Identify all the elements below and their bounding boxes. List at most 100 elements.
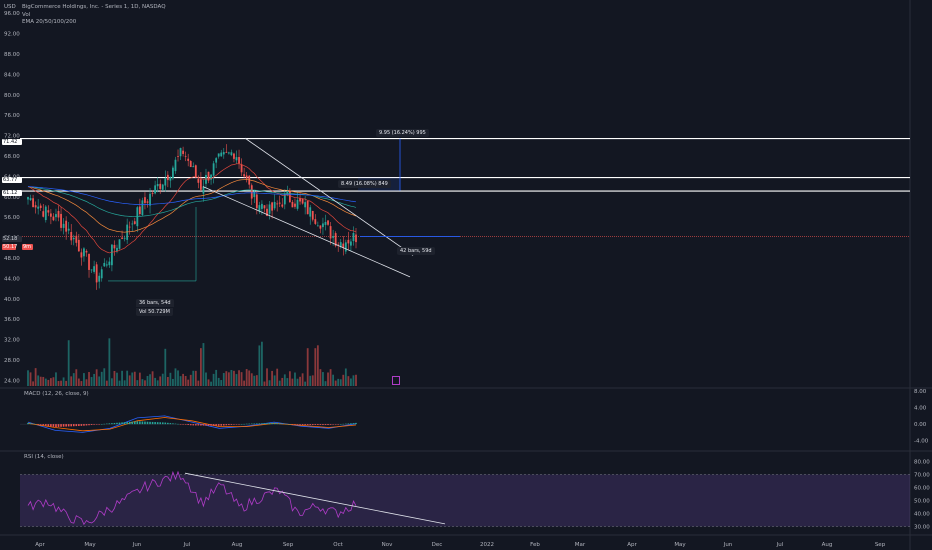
candle-body xyxy=(291,201,294,208)
volume-bar xyxy=(286,378,289,386)
macd-hist-bar xyxy=(42,424,45,426)
macd-hist-bar xyxy=(95,424,98,425)
candle-body xyxy=(42,211,45,217)
volume-bar xyxy=(314,348,317,386)
volume-bar xyxy=(250,373,253,386)
measure-note-5[interactable]: Vol 50.729M xyxy=(136,308,173,316)
candle-body xyxy=(263,205,266,209)
candle-body xyxy=(65,220,68,232)
wedge-upper-line xyxy=(244,137,414,256)
candle-body xyxy=(271,202,273,211)
macd-hist-bar xyxy=(352,423,355,425)
macd-hist-bar xyxy=(88,424,90,426)
candle-body xyxy=(83,248,85,257)
measure-note-3[interactable]: 42 bars, 59d xyxy=(397,247,435,255)
measure-note-4[interactable]: 36 bars, 54d xyxy=(136,299,174,307)
candle-body xyxy=(149,193,151,206)
macd-hist-bar xyxy=(111,423,113,425)
volume-bar xyxy=(248,370,251,386)
volume-bar xyxy=(146,375,149,386)
y-tick-label-8: 56.00 xyxy=(4,215,20,221)
macd-hist-bar xyxy=(98,424,100,425)
macd-hist-bar xyxy=(187,424,189,425)
macd-hist-bar xyxy=(278,423,281,425)
volume-bar xyxy=(57,381,60,386)
volume-bar xyxy=(156,380,159,386)
volume-bar xyxy=(230,370,233,386)
macd-hist-bar xyxy=(136,421,139,425)
rsi-trendline xyxy=(184,472,446,525)
symbol-title[interactable]: BigCommerce Holdings, Inc. - Series 1, 1… xyxy=(22,4,166,10)
rsi-title[interactable]: RSI (14, close) xyxy=(24,454,64,460)
y-tick-label-2: 32.00 xyxy=(4,338,20,344)
x-tick-label-12: Apr xyxy=(627,542,637,548)
candle-body xyxy=(225,151,228,153)
candle-body xyxy=(62,223,65,228)
price-tag-61: 61.12 xyxy=(2,190,22,196)
pine-marker-icon[interactable] xyxy=(392,376,400,385)
candle-body xyxy=(182,150,185,154)
macd-hist-bar xyxy=(319,424,322,425)
macd-hist-bar xyxy=(83,424,85,426)
candle-body xyxy=(105,264,108,266)
candle-body xyxy=(138,206,141,215)
candle-body xyxy=(52,216,55,221)
volume-bar xyxy=(306,348,309,386)
macd-hist-bar xyxy=(311,424,314,425)
volume-bar xyxy=(93,373,96,386)
candle-body xyxy=(309,207,312,217)
volume-bar xyxy=(83,373,85,386)
volume-bar xyxy=(187,379,190,386)
volume-bar xyxy=(95,369,98,386)
y-tick-label-15: 84.00 xyxy=(4,72,20,78)
macd-hist-bar xyxy=(263,423,266,425)
candle-body xyxy=(329,226,332,239)
vol-indicator-label[interactable]: Vol xyxy=(22,11,31,18)
macd-tick-3: -4.00 xyxy=(914,439,929,445)
y-tick-label-16: 88.00 xyxy=(4,52,20,58)
macd-hist-bar xyxy=(266,423,268,425)
volume-bar xyxy=(309,375,312,386)
candle-body xyxy=(111,244,113,266)
candle-body xyxy=(278,202,281,204)
volume-bar xyxy=(37,375,40,386)
volume-bar xyxy=(273,375,276,386)
macd-hist-bar xyxy=(256,423,258,425)
volume-bar xyxy=(299,376,301,386)
candle-body xyxy=(304,202,307,208)
volume-bar xyxy=(136,380,139,386)
macd-hist-bar xyxy=(197,424,200,426)
macd-hist-bar xyxy=(309,424,312,425)
macd-hist-bar xyxy=(238,424,240,425)
volume-bar xyxy=(222,373,225,386)
macd-hist-bar xyxy=(116,422,118,425)
macd-hist-bar xyxy=(70,424,73,427)
measure-note-1[interactable]: 9.95 (16.24%) 995 xyxy=(376,129,429,137)
x-tick-label-16: Aug xyxy=(822,542,833,548)
volume-bar xyxy=(47,379,50,386)
macd-hist-bar xyxy=(342,423,345,425)
candle-body xyxy=(179,148,182,157)
macd-hist-bar xyxy=(118,422,121,425)
volume-bar xyxy=(34,368,37,386)
macd-hist-bar xyxy=(179,424,182,425)
candle-body xyxy=(212,163,215,176)
macd-hist-bar xyxy=(72,424,75,427)
candle-body xyxy=(156,184,159,187)
macd-title[interactable]: MACD (12, 26, close, 9) xyxy=(24,391,89,397)
rsi-tick-1: 70.00 xyxy=(914,473,930,479)
macd-hist-bar xyxy=(128,421,131,425)
candle-body xyxy=(238,157,240,164)
macd-hist-bar xyxy=(222,424,225,426)
x-tick-label-13: May xyxy=(674,542,686,548)
candle-body xyxy=(95,264,98,283)
candle-body xyxy=(332,236,335,238)
ema-indicator-label[interactable]: EMA 20/50/100/200 xyxy=(22,19,77,25)
candle-body xyxy=(177,156,179,157)
measure-note-2[interactable]: 8.49 (16.08%) 849 xyxy=(338,180,391,188)
macd-hist-bar xyxy=(55,424,57,428)
macd-hist-bar xyxy=(337,424,340,425)
candle-body xyxy=(294,203,296,207)
macd-hist-bar xyxy=(85,424,88,426)
